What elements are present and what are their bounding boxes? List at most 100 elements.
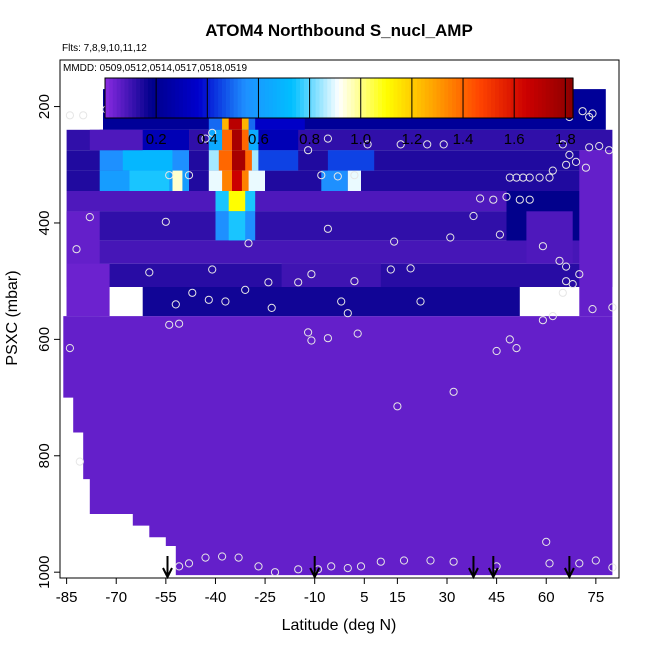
sample-marker xyxy=(337,297,346,306)
colorbar-swatch xyxy=(549,78,555,118)
sample-marker xyxy=(175,562,184,571)
sample-marker xyxy=(221,297,230,306)
colorbar-swatch xyxy=(186,78,192,118)
colorbar-swatch xyxy=(128,78,133,118)
heatmap-cell xyxy=(122,150,173,171)
heatmap-cell xyxy=(281,263,381,287)
colorbar-swatch xyxy=(202,78,207,118)
colorbar-swatch xyxy=(233,78,239,118)
colorbar-swatch xyxy=(444,78,449,118)
sample-marker xyxy=(327,562,336,571)
colorbar-tick-label: 1.2 xyxy=(401,131,422,148)
colorbar-swatch xyxy=(565,78,570,118)
colorbar-swatch xyxy=(284,78,289,118)
colorbar-swatch xyxy=(257,78,262,118)
sample-marker xyxy=(270,568,280,577)
sample-marker xyxy=(476,194,485,203)
sample-marker xyxy=(545,559,554,568)
sample-marker xyxy=(208,128,217,137)
colorbar-swatch xyxy=(214,78,219,118)
colorbar-swatch xyxy=(167,78,172,118)
colorbar-swatch xyxy=(151,78,157,118)
colorbar-swatch xyxy=(432,78,438,118)
sample-marker xyxy=(323,134,332,143)
colorbar-swatch xyxy=(350,78,356,118)
heatmap-lower-region xyxy=(63,316,613,576)
sample-marker xyxy=(85,213,94,222)
sample-marker xyxy=(234,553,243,562)
heatmap-cell xyxy=(347,170,361,191)
sample-marker xyxy=(65,344,75,353)
colorbar-swatch xyxy=(276,78,282,118)
colorbar-swatch xyxy=(112,78,118,118)
sample-marker xyxy=(406,264,415,273)
sample-marker xyxy=(353,329,362,338)
plot-frame xyxy=(59,59,620,579)
flight-arrow xyxy=(468,556,479,580)
colorbar-swatch xyxy=(385,78,391,118)
colorbar-swatch xyxy=(413,78,418,118)
sample-marker xyxy=(184,559,194,568)
colorbar-swatch xyxy=(163,78,168,118)
colorbar-swatch xyxy=(194,78,200,118)
colorbar-swatch xyxy=(327,78,332,118)
sample-marker xyxy=(515,195,524,204)
sample-marker xyxy=(304,146,313,155)
colorbar-swatch xyxy=(179,78,184,118)
colorbar-swatch xyxy=(296,78,301,118)
sample-marker xyxy=(525,195,534,204)
sample-marker xyxy=(323,334,332,343)
heatmap-cell xyxy=(327,150,375,171)
colorbar-swatch xyxy=(300,78,305,118)
colorbar-tick-label: 0.8 xyxy=(299,131,320,148)
x-tick-label: 60 xyxy=(538,589,555,606)
sample-marker xyxy=(548,312,557,321)
sample-marker xyxy=(542,537,551,547)
colorbar-swatch xyxy=(370,78,375,118)
sample-marker xyxy=(204,295,213,304)
x-axis: -85 -70 -55 -40 -25 -10 5 15 30 45 60 75 xyxy=(56,578,604,606)
x-tick-label: -85 xyxy=(56,589,78,606)
sample-marker xyxy=(343,309,352,318)
y-tick-label: 600 xyxy=(36,327,53,352)
colorbar-swatch xyxy=(417,78,422,118)
colorbar-swatch xyxy=(159,78,165,118)
heatmap-cell xyxy=(258,150,299,171)
colorbar-swatch xyxy=(362,78,367,118)
colorbar-swatch xyxy=(557,78,562,118)
sample-marker xyxy=(294,278,303,287)
sample-marker xyxy=(565,150,574,159)
flight-arrow-head xyxy=(309,567,321,580)
colorbar-swatch xyxy=(459,78,465,118)
colorbar-swatch xyxy=(229,78,235,118)
colorbar-swatch xyxy=(342,78,348,118)
colorbar-swatch xyxy=(401,78,406,118)
colorbar-swatch xyxy=(140,78,145,118)
colorbar-swatch xyxy=(510,78,516,118)
heatmap-cell xyxy=(129,170,170,191)
sample-marker xyxy=(585,143,594,152)
y-tick-label: 400 xyxy=(36,210,53,235)
colorbar-swatch xyxy=(272,78,278,118)
sample-marker xyxy=(588,305,597,314)
y-tick-label: 200 xyxy=(36,94,53,119)
colorbar-swatch xyxy=(420,78,426,118)
sample-marker xyxy=(75,457,84,466)
colorbar-swatch xyxy=(452,78,457,118)
colorbar-swatch xyxy=(374,78,379,118)
sample-marker xyxy=(591,556,600,565)
flight-arrow xyxy=(162,556,173,580)
colorbar-swatch xyxy=(171,78,176,118)
colorbar-swatch xyxy=(553,78,558,118)
colorbar-swatch xyxy=(108,78,114,118)
colorbar-swatch xyxy=(237,78,243,118)
sample-marker xyxy=(562,277,571,286)
heatmap-cell xyxy=(142,287,520,317)
colorbar-swatch xyxy=(288,78,293,118)
sample-marker xyxy=(588,109,597,118)
sample-marker xyxy=(512,344,521,353)
colorbar-swatch xyxy=(471,78,477,118)
sample-marker xyxy=(254,562,263,571)
colorbar-swatch xyxy=(405,78,410,118)
colorbar-swatch xyxy=(346,78,352,118)
